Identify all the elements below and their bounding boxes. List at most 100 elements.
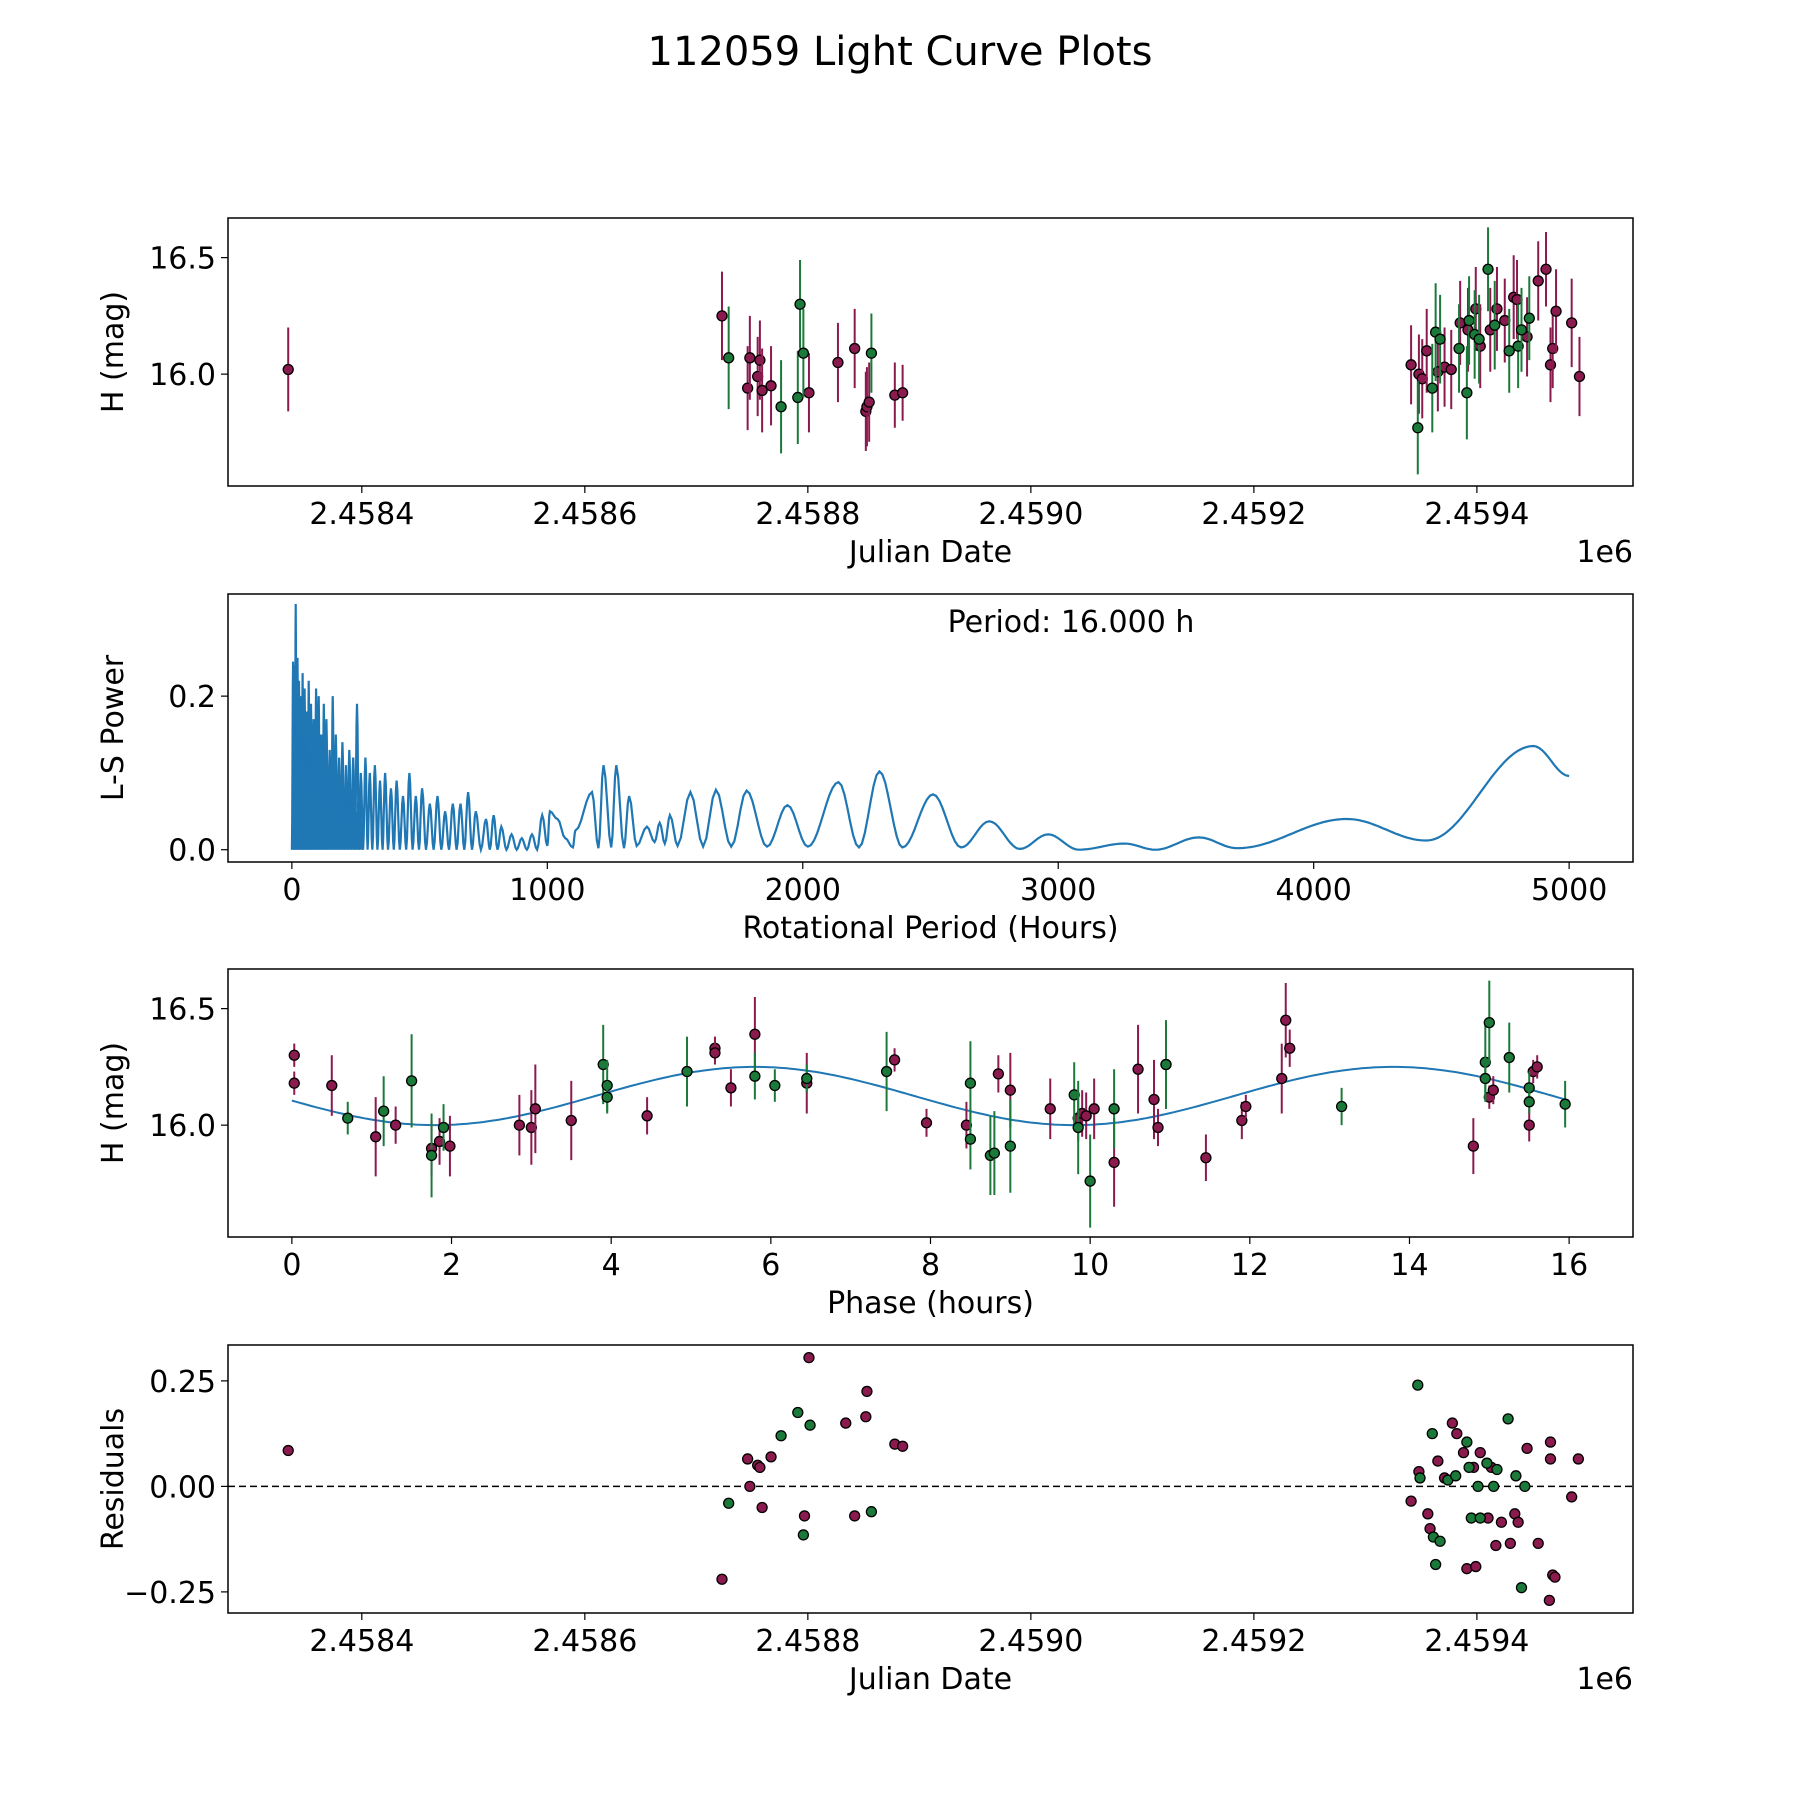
data-point-g (723, 1497, 735, 1509)
x-tick-label: 2.4592 (1201, 1624, 1306, 1659)
x-tick-label: 2.4584 (309, 1624, 414, 1659)
data-point-r (725, 1082, 737, 1094)
data-point-r (1540, 263, 1552, 275)
data-point-g (1523, 312, 1535, 324)
data-point-g (775, 401, 787, 413)
data-point-r (1544, 1453, 1557, 1465)
x-axis-label: Rotational Period (Hours) (742, 911, 1118, 946)
data-point-g (1434, 333, 1446, 345)
data-point-g (1084, 1175, 1096, 1187)
data-point-r (565, 1114, 577, 1127)
data-point-r (1240, 1100, 1252, 1113)
x-tick-label: 4000 (1276, 873, 1352, 908)
y-axis-label: H (mag) (96, 291, 131, 413)
data-point-r (756, 384, 768, 397)
data-point-r (1490, 1539, 1502, 1552)
x-tick-label: 2.4588 (755, 497, 860, 532)
data-point-g (1503, 1051, 1515, 1064)
data-point-r (1573, 370, 1586, 383)
data-point-g (1463, 1461, 1475, 1474)
data-point-r (1132, 1063, 1144, 1075)
x-tick-label: 12 (1231, 1248, 1269, 1283)
data-point-g (1414, 1472, 1426, 1484)
data-point-g (1491, 1463, 1503, 1476)
data-point-g (794, 298, 806, 310)
data-point-g (792, 1406, 804, 1419)
axes-frame (227, 593, 1634, 863)
data-point-g (597, 1058, 609, 1071)
data-point-r (744, 1480, 756, 1493)
data-point-g (405, 1075, 418, 1087)
panel-phased: 0 2 4 6 8 10 12 14 16 16.0 16.5 Phase (hours) H (mag… (96, 968, 1634, 1321)
data-point-g (988, 1147, 1001, 1159)
data-point-r (444, 1140, 456, 1152)
data-point-g (1482, 263, 1494, 275)
plot-area-phased (288, 980, 1571, 1228)
data-point-g (437, 1121, 450, 1134)
data-point-g (865, 347, 878, 359)
data-point-r (1532, 1537, 1544, 1550)
data-point-r (1432, 1455, 1444, 1467)
x-tick-label: 5000 (1531, 873, 1607, 908)
data-point-g (1004, 1140, 1016, 1152)
x-tick-label: 2 (442, 1248, 461, 1283)
y-axis-label: L-S Power (96, 654, 131, 801)
data-point-r (1474, 1446, 1486, 1459)
data-point-g (1463, 314, 1475, 327)
x-tick-label: 0 (282, 1248, 301, 1283)
data-point-g (601, 1091, 613, 1103)
x-tick-label: 2.4586 (532, 1624, 637, 1659)
x-tick-label: 2.4584 (309, 497, 414, 532)
data-point-r (1523, 1119, 1535, 1131)
data-point-r (803, 387, 815, 399)
data-point-r (1495, 1516, 1508, 1528)
data-point-g (1108, 1103, 1120, 1115)
data-point-r (370, 1131, 382, 1143)
data-point-r (282, 363, 294, 376)
data-point-g (880, 1065, 893, 1078)
data-point-g (1472, 1480, 1484, 1493)
data-point-g (749, 1070, 761, 1082)
data-point-r (389, 1119, 402, 1131)
period-annotation: Period: 16.000 h (948, 605, 1195, 640)
x-offset-label: 1e6 (1576, 1662, 1633, 1697)
x-tick-label: 6 (761, 1248, 780, 1283)
data-point-g (775, 1430, 787, 1442)
data-point-r (744, 352, 756, 364)
data-point-r (754, 354, 766, 366)
x-tick-label: 14 (1390, 1248, 1428, 1283)
data-point-g (723, 352, 735, 364)
data-point-r (1521, 1442, 1533, 1455)
model-curve (291, 1065, 1570, 1127)
data-point-g (964, 1077, 977, 1089)
x-tick-label: 2.4588 (755, 1624, 860, 1659)
data-point-r (1280, 1014, 1292, 1026)
data-point-g (1426, 382, 1438, 394)
data-point-g (865, 1506, 878, 1518)
data-point-g (378, 1105, 390, 1117)
data-point-r (1004, 1084, 1016, 1096)
data-point-r (1236, 1114, 1248, 1127)
data-point-g (804, 1419, 816, 1431)
data-point-r (798, 1510, 811, 1522)
data-point-r (849, 342, 861, 355)
data-point-r (1544, 1436, 1557, 1448)
data-point-g (1473, 333, 1485, 345)
data-point-r (1148, 1093, 1160, 1106)
data-point-r (1044, 1103, 1056, 1115)
data-point-r (1088, 1103, 1100, 1115)
x-offset-label: 1e6 (1576, 535, 1633, 570)
data-point-g (1461, 1436, 1473, 1448)
data-point-r (433, 1135, 446, 1148)
y-axis-label: H (mag) (96, 1042, 131, 1164)
data-point-g (1515, 324, 1528, 336)
plot-panels: 2.4584 2.4586 2.4588 2.4590 2.4592 2.4594 16.0… (96, 217, 1634, 1697)
data-point-g (797, 1529, 810, 1541)
data-point-g (1483, 1016, 1495, 1029)
data-point-r (992, 1068, 1005, 1080)
data-point-r (1080, 1110, 1092, 1122)
plot-area-periodogram (290, 603, 1570, 855)
data-point-g (1461, 387, 1473, 399)
data-point-r (513, 1119, 526, 1131)
data-point-r (741, 382, 754, 394)
